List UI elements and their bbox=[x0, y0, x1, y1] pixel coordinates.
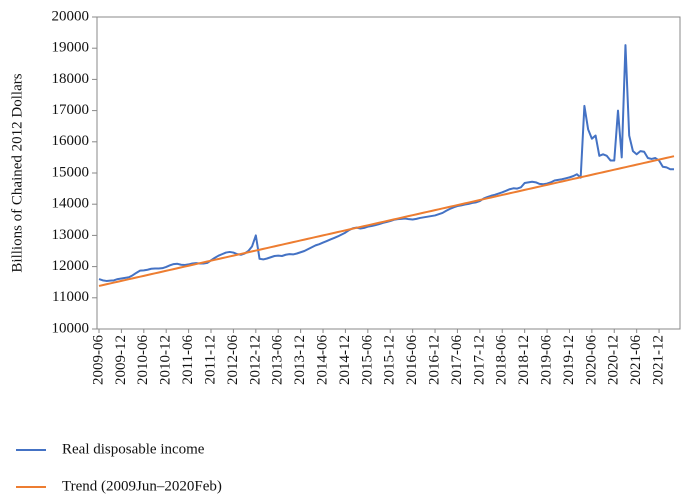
y-tick-label: 18000 bbox=[52, 71, 90, 87]
y-tick-label: 16000 bbox=[52, 133, 90, 149]
legend-label: Trend (2009Jun–2020Feb) bbox=[62, 478, 222, 494]
x-tick-label: 2018-12 bbox=[516, 335, 532, 385]
y-axis-label: Billions of Chained 2012 Dollars bbox=[9, 73, 25, 272]
x-tick-label: 2012-06 bbox=[225, 335, 241, 385]
x-tick-label: 2019-06 bbox=[538, 335, 554, 385]
x-tick-label: 2014-12 bbox=[337, 335, 353, 385]
legend-label: Real disposable income bbox=[62, 441, 205, 457]
x-tick-label: 2009-06 bbox=[90, 335, 106, 385]
y-tick-label: 15000 bbox=[52, 164, 90, 180]
y-tick-label: 13000 bbox=[52, 227, 90, 243]
x-tick-label: 2017-06 bbox=[449, 335, 465, 385]
plot-frame bbox=[96, 16, 681, 330]
x-tick-label: 2016-06 bbox=[404, 335, 420, 385]
data-line bbox=[98, 155, 675, 287]
x-tick-label: 2021-12 bbox=[651, 335, 667, 385]
y-tick-label: 19000 bbox=[52, 40, 90, 56]
data-line bbox=[98, 44, 674, 282]
x-tick-label: 2020-12 bbox=[606, 335, 622, 385]
x-tick-label: 2020-06 bbox=[583, 335, 599, 385]
x-tick-label: 2012-12 bbox=[247, 335, 263, 385]
x-tick-label: 2018-06 bbox=[494, 335, 510, 385]
y-tick-label: 20000 bbox=[52, 8, 90, 24]
y-tick-label: 14000 bbox=[52, 196, 90, 212]
y-tick-label: 11000 bbox=[52, 289, 89, 305]
x-tick-label: 2013-06 bbox=[270, 335, 286, 385]
x-tick-label: 2019-12 bbox=[561, 335, 577, 385]
x-tick-label: 2013-12 bbox=[292, 335, 308, 385]
y-tick-label: 17000 bbox=[52, 102, 90, 118]
x-tick-label: 2009-12 bbox=[113, 335, 129, 385]
x-tick-label: 2014-06 bbox=[314, 335, 330, 385]
x-tick-label: 2010-06 bbox=[135, 335, 151, 385]
y-tick-label: 10000 bbox=[52, 320, 90, 336]
x-tick-label: 2010-12 bbox=[158, 335, 174, 385]
x-tick-label: 2016-12 bbox=[426, 335, 442, 385]
x-tick-label: 2017-12 bbox=[471, 335, 487, 385]
x-tick-label: 2011-12 bbox=[202, 335, 218, 384]
x-tick-label: 2015-06 bbox=[359, 335, 375, 385]
x-tick-label: 2015-12 bbox=[382, 335, 398, 385]
x-tick-label: 2011-06 bbox=[180, 335, 196, 385]
x-tick-label: 2021-06 bbox=[628, 335, 644, 385]
y-tick-label: 12000 bbox=[52, 258, 90, 274]
